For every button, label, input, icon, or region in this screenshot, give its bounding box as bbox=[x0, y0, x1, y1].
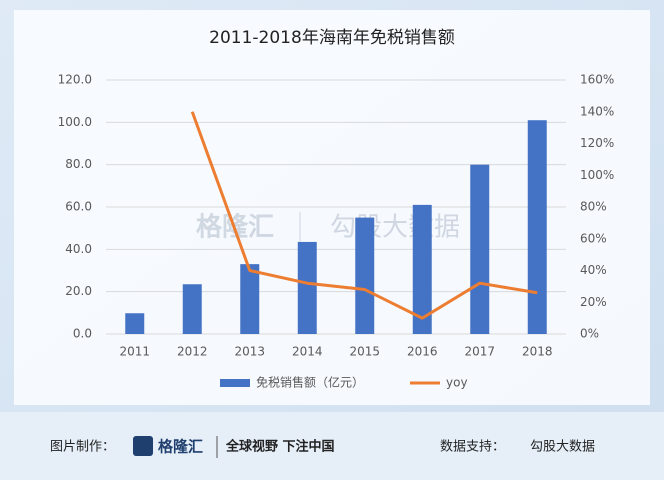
x-tick-label: 2013 bbox=[234, 345, 265, 359]
x-tick-label: 2017 bbox=[464, 345, 495, 359]
watermark-partner: 勾股大数据 bbox=[330, 213, 460, 243]
y2-tick-label: 80% bbox=[580, 200, 607, 214]
y-tick-label: 80.0 bbox=[65, 157, 92, 171]
footer-data-source: 勾股大数据 bbox=[530, 440, 595, 455]
footer-bar bbox=[0, 412, 664, 480]
y-tick-label: 0.0 bbox=[73, 327, 92, 341]
bar bbox=[470, 164, 490, 334]
y-tick-label: 40.0 bbox=[65, 242, 92, 256]
y2-tick-label: 120% bbox=[580, 136, 614, 150]
y2-tick-label: 140% bbox=[580, 104, 614, 118]
legend-swatch bbox=[220, 379, 250, 387]
legend-label: yoy bbox=[446, 376, 468, 390]
x-tick-label: 2014 bbox=[292, 345, 323, 359]
y-tick-label: 60.0 bbox=[65, 200, 92, 214]
line bbox=[190, 111, 538, 320]
y-tick-label: 100.0 bbox=[58, 115, 92, 129]
footer-brand: 格隆汇 bbox=[158, 438, 203, 456]
x-tick-label: 2018 bbox=[522, 345, 553, 359]
y-tick-label: 120.0 bbox=[58, 73, 92, 87]
footer-logo bbox=[133, 436, 153, 456]
legend-label: 免税销售额（亿元） bbox=[256, 375, 364, 390]
y2-tick-label: 100% bbox=[580, 168, 614, 182]
y2-tick-label: 20% bbox=[580, 295, 607, 309]
y2-tick-label: 160% bbox=[580, 73, 614, 87]
footer-slogan: 全球视野 下注中国 bbox=[225, 439, 335, 455]
x-tick-label: 2015 bbox=[349, 345, 380, 359]
chart-title: 2011-2018年海南年免税销售额 bbox=[209, 28, 455, 48]
x-tick-label: 2016 bbox=[407, 345, 438, 359]
bar bbox=[297, 241, 317, 334]
bar bbox=[182, 284, 202, 334]
y2-tick-label: 40% bbox=[580, 263, 607, 277]
y-tick-label: 20.0 bbox=[65, 284, 92, 298]
footer-data-label: 数据支持： bbox=[440, 440, 505, 455]
bar bbox=[240, 264, 260, 334]
x-tick-label: 2011 bbox=[119, 345, 150, 359]
bar bbox=[125, 313, 145, 334]
bar bbox=[355, 217, 375, 334]
bar bbox=[527, 120, 547, 334]
y2-tick-label: 0% bbox=[580, 327, 599, 341]
bar bbox=[412, 204, 432, 334]
x-tick-label: 2012 bbox=[177, 345, 208, 359]
watermark: 格隆汇 勾股大数据 bbox=[196, 212, 460, 244]
y2-tick-label: 60% bbox=[580, 231, 607, 245]
footer-made-by: 图片制作： bbox=[50, 440, 115, 455]
